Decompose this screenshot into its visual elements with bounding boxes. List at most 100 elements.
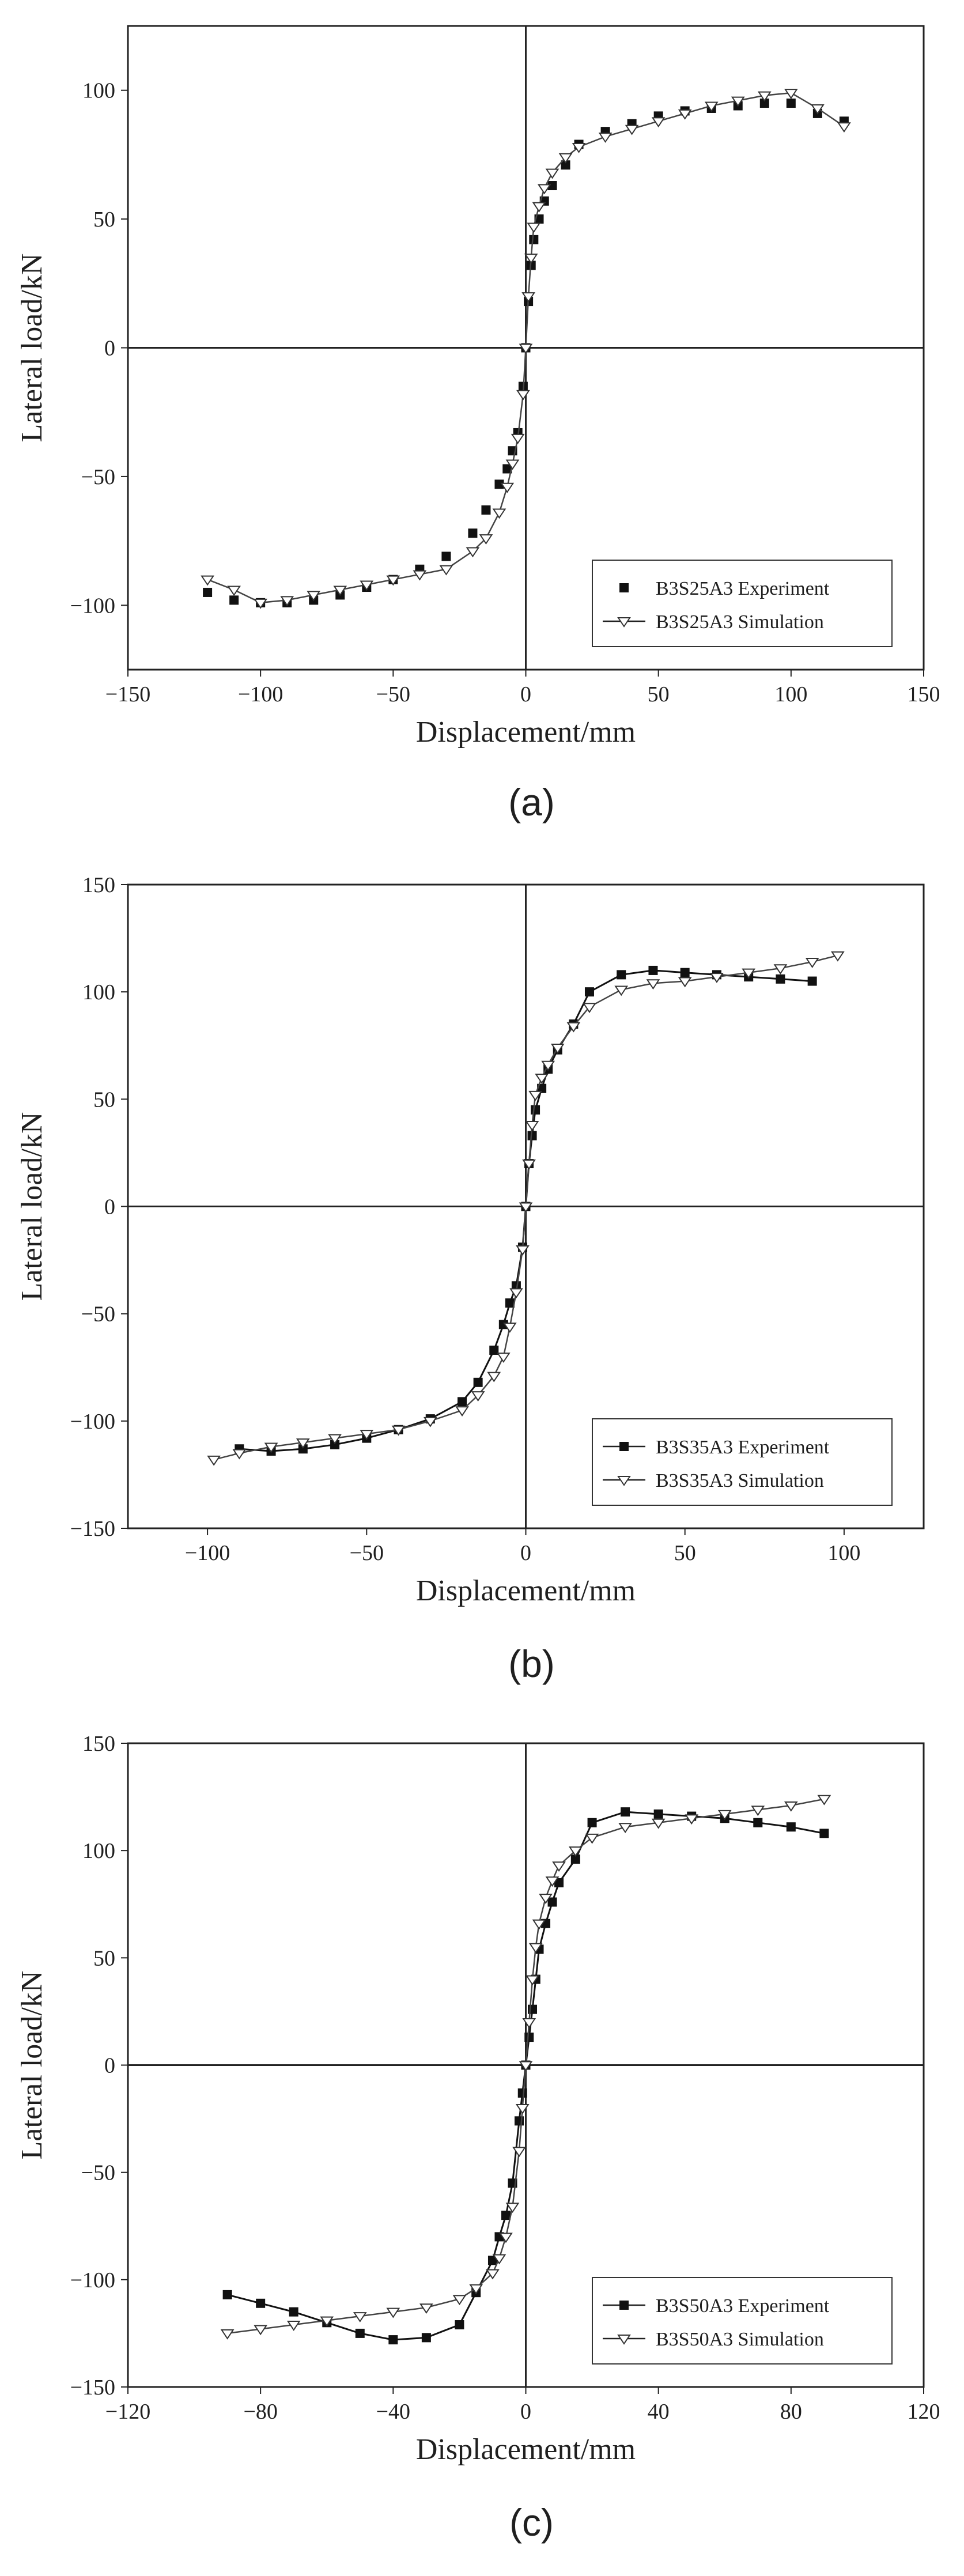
data-point (254, 2325, 268, 2336)
data-point (759, 99, 769, 108)
data-point (471, 1391, 485, 1402)
data-point (837, 122, 851, 133)
data-point (360, 1430, 374, 1440)
data-point (298, 1444, 308, 1454)
data-point (648, 965, 658, 975)
data-point (651, 117, 666, 128)
data-point (320, 2316, 334, 2327)
data-point (517, 2088, 527, 2098)
y-tick-label: 100 (82, 980, 115, 1004)
chart-panel-1: −150 −100 −50 0 50 100 150 −100 −50 0 50 100 Displac… (16, 25, 940, 824)
data-point (558, 153, 573, 164)
data-point (532, 202, 546, 213)
x-tick-label: 50 (648, 682, 670, 707)
data-point (524, 254, 538, 264)
data-point (717, 1810, 732, 1820)
data-point (256, 2298, 266, 2308)
data-point (621, 1807, 630, 1817)
y-tick-label: 50 (93, 207, 115, 232)
data-point (505, 459, 520, 470)
data-point (522, 1159, 536, 1170)
y-tick-label: 0 (104, 1195, 115, 1219)
data-point (264, 1442, 278, 1453)
data-point (492, 508, 506, 519)
data-point (545, 168, 560, 179)
data-point (455, 2320, 464, 2330)
data-point (547, 181, 557, 191)
legend: B3S35A3 Experiment B3S35A3 Simulation (592, 1418, 893, 1506)
data-point (388, 2335, 398, 2345)
chart-panel-3: −120 −80 −40 0 40 80 120 −150 −100 −50 0 50 100 150 Di… (16, 1732, 940, 2544)
data-point (486, 2269, 500, 2280)
x-tick-label: −100 (238, 682, 283, 707)
data-point (469, 2284, 483, 2295)
data-point (489, 1345, 499, 1355)
y-tick-label: −100 (70, 594, 115, 618)
series-simulation (201, 89, 851, 609)
data-point (505, 1298, 515, 1308)
y-tick-label: 150 (82, 1732, 115, 1756)
y-tick-label: −100 (70, 1410, 115, 1434)
data-point (516, 1245, 530, 1256)
data-point (481, 505, 491, 515)
figure-caption: (c) (509, 2501, 554, 2544)
data-point (328, 1434, 342, 1445)
x-tick-label: 150 (908, 682, 940, 707)
data-point (552, 1861, 566, 1872)
data-point (473, 1377, 483, 1387)
x-tick-label: −80 (243, 2400, 277, 2424)
data-point (753, 1818, 763, 1827)
data-point (423, 1417, 437, 1427)
data-point (545, 1876, 560, 1887)
y-tick-label: 100 (82, 79, 115, 103)
x-tick-label: −50 (376, 682, 410, 707)
x-tick-label: 0 (520, 682, 531, 707)
data-point (286, 2321, 301, 2331)
legend-marker (619, 2301, 629, 2310)
y-tick-label: −50 (81, 2161, 115, 2185)
data-point (222, 2290, 232, 2299)
data-point (554, 1878, 564, 1888)
data-point (254, 598, 268, 609)
data-point (386, 2307, 400, 2318)
x-tick-label: −150 (105, 682, 150, 707)
y-tick-label: −100 (70, 2268, 115, 2292)
data-point (751, 1806, 765, 1816)
data-point (704, 101, 719, 112)
data-point (516, 390, 530, 401)
data-point (494, 479, 504, 489)
data-point (685, 1814, 699, 1825)
legend-item: B3S35A3 Simulation (603, 1470, 824, 1491)
data-point (500, 482, 515, 493)
data-point (360, 580, 374, 591)
data-point (386, 575, 400, 586)
x-tick-label: −40 (376, 2400, 410, 2424)
data-point (585, 1833, 599, 1844)
data-point (598, 133, 613, 143)
y-axis-label: Lateral load/kN (16, 254, 48, 443)
data-point (468, 528, 478, 538)
x-tick-label: −120 (105, 2400, 150, 2424)
data-point (807, 976, 817, 986)
data-point (203, 587, 213, 597)
legend-marker (619, 1442, 629, 1451)
data-point (529, 235, 539, 244)
data-point (817, 1795, 831, 1806)
data-point (525, 1121, 539, 1131)
y-tick-label: 50 (93, 1087, 115, 1112)
data-point (307, 591, 321, 602)
data-point (541, 1060, 555, 1071)
data-point (527, 1131, 537, 1140)
legend-label: B3S25A3 Simulation (656, 611, 824, 633)
y-axis-label: Lateral load/kN (16, 1971, 48, 2160)
data-point (519, 343, 533, 354)
data-point (330, 1440, 340, 1449)
data-point (566, 1022, 581, 1033)
x-tick-label: 120 (908, 2400, 940, 2424)
data-point (503, 1323, 517, 1333)
data-point (280, 596, 294, 607)
x-axis-label: Displacement/mm (416, 1574, 636, 1607)
data-point (333, 586, 347, 596)
data-point (651, 1818, 666, 1829)
